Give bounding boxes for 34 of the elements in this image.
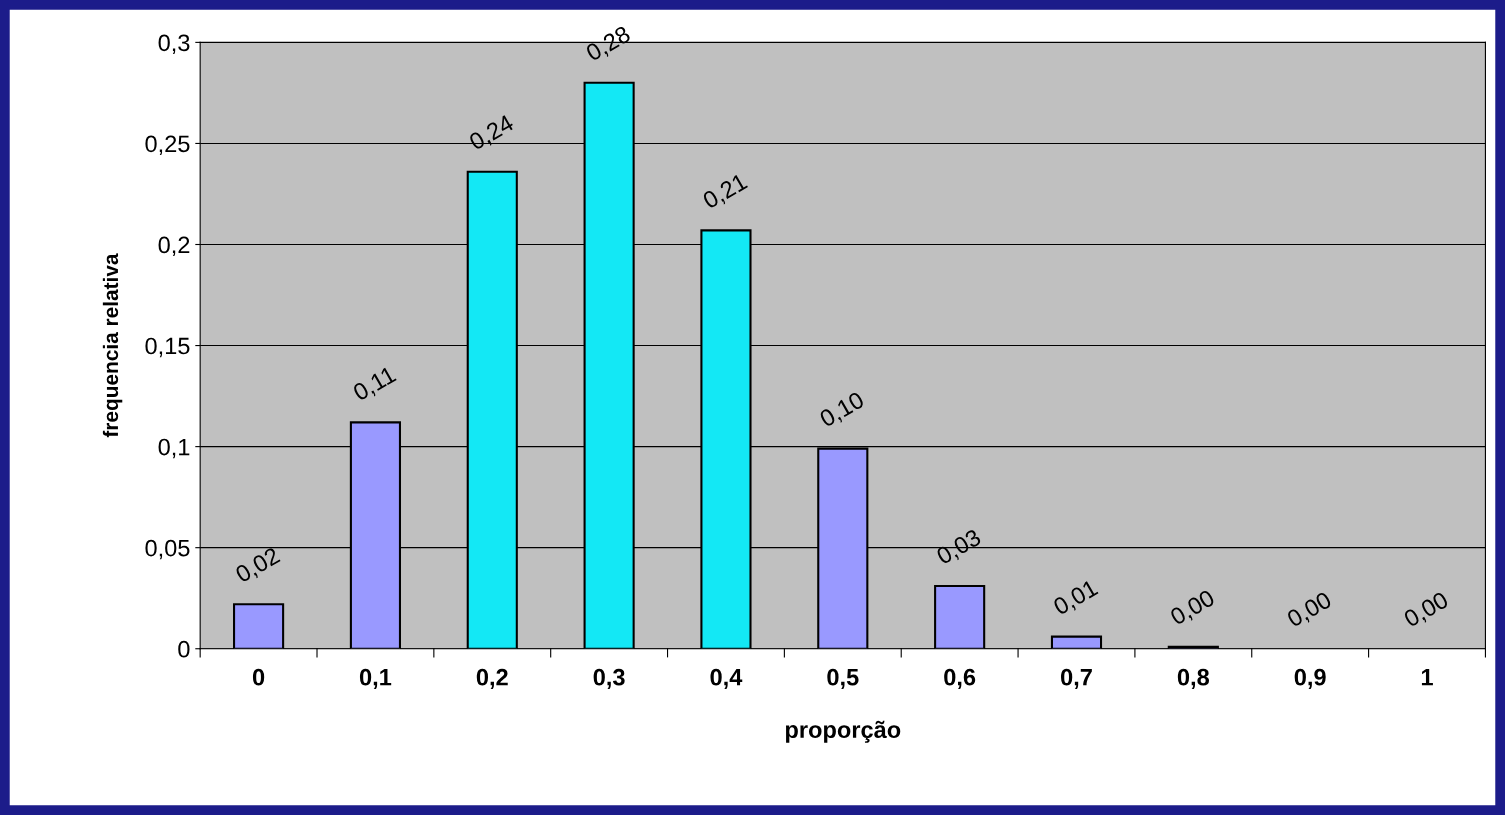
- x-tick-label: 0,3: [593, 668, 625, 689]
- x-tick-label: 0,8: [1177, 668, 1210, 689]
- data-label: 0,21: [701, 172, 750, 212]
- x-tick-label: 0,6: [944, 668, 976, 689]
- data-label: 0,01: [1052, 579, 1100, 618]
- x-tick-label: 0,4: [710, 668, 743, 689]
- data-label: 0,02: [234, 546, 283, 586]
- y-tick-label: 0,3: [158, 34, 190, 54]
- y-axis-title: frequencia relativa: [102, 253, 123, 438]
- y-tick-label: 0,2: [158, 236, 190, 257]
- x-tick-label: 0: [252, 668, 265, 686]
- data-label: 0,24: [467, 113, 517, 153]
- y-tick-label: 0: [178, 640, 190, 658]
- y-tick-label: 0,1: [158, 438, 190, 459]
- x-tick-label: 0,1: [359, 668, 392, 689]
- x-tick-label: 0,2: [476, 668, 508, 689]
- y-tick-label: 0,25: [145, 135, 190, 156]
- data-label: 0,03: [935, 528, 984, 568]
- x-axis-title: proporção: [785, 720, 901, 743]
- bar: [233, 603, 285, 649]
- data-label: 0,10: [818, 390, 867, 430]
- data-label: 0,00: [1169, 589, 1217, 628]
- bar: [934, 585, 986, 649]
- data-label: 0,00: [1285, 591, 1334, 630]
- x-tick-label: 1: [1421, 669, 1433, 686]
- y-tick-label: 0,15: [145, 337, 190, 358]
- data-label: 0,28: [584, 25, 633, 65]
- data-label: 0,11: [351, 365, 399, 404]
- data-label: 0,00: [1402, 591, 1451, 630]
- bar: [1050, 635, 1103, 649]
- x-tick-label: 0,7: [1061, 668, 1092, 689]
- x-tick-label: 0,5: [827, 668, 859, 689]
- y-tick-label: 0,05: [145, 539, 190, 560]
- x-tick-label: 0,9: [1294, 668, 1326, 689]
